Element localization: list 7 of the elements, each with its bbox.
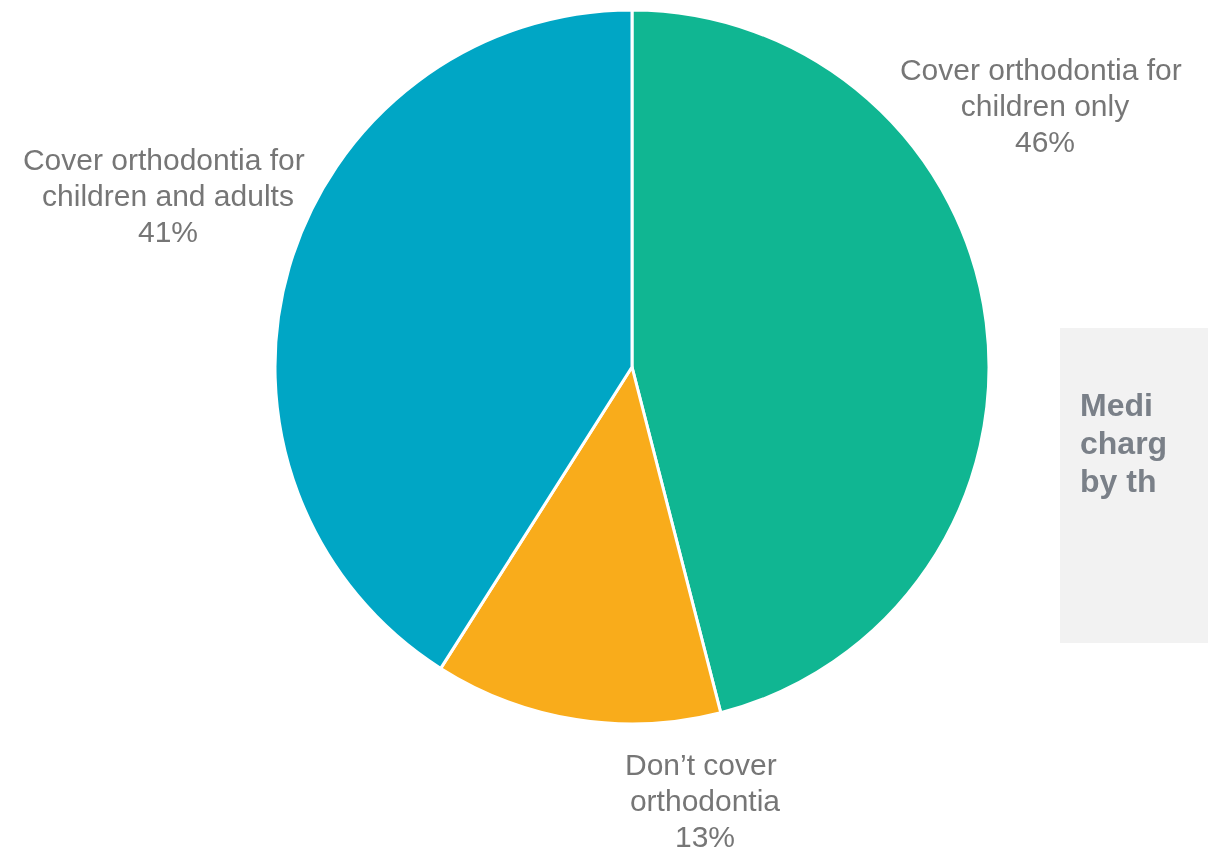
slice-label: Cover orthodontia for children only <box>899 52 1191 122</box>
data-label: 41% <box>137 214 199 248</box>
data-label: 13% <box>674 819 736 853</box>
data-label: 46% <box>1014 124 1076 158</box>
text: Medi charg by th <box>1060 328 1208 643</box>
slice-label: Don’t cover orthodontia <box>624 747 786 817</box>
slice-label: Cover orthodontia for children and adults <box>22 142 314 212</box>
